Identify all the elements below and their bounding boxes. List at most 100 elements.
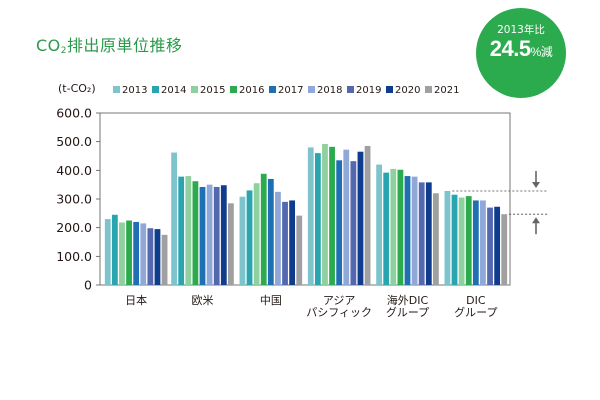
bar: [192, 181, 199, 285]
legend-swatch: [230, 86, 237, 93]
legend-label: 2017: [278, 85, 303, 96]
bar: [329, 146, 335, 285]
bar: [220, 185, 227, 285]
legend-swatch: [269, 86, 276, 93]
bar: [133, 221, 140, 285]
bar: [126, 220, 132, 285]
x-tick-label: アジア: [323, 294, 356, 307]
legend-item: 2016: [230, 85, 264, 96]
bar: [336, 160, 343, 285]
bar: [253, 183, 260, 285]
bar: [357, 151, 364, 285]
legend-swatch: [113, 86, 120, 93]
bar: [228, 203, 234, 285]
x-tick-label: DIC: [466, 294, 486, 307]
bar: [296, 215, 303, 285]
legend-item: 2013: [113, 85, 147, 96]
badge-value: 24.5%減: [489, 36, 553, 61]
chart-title: CO2排出原単位推移: [36, 36, 183, 56]
bar: [206, 184, 213, 285]
bar: [260, 173, 267, 285]
y-unit-label: (t-CO₂): [58, 82, 96, 95]
legend-label: 2013: [122, 85, 147, 96]
bar: [104, 219, 111, 285]
bar: [111, 214, 118, 285]
x-tick-label: 欧米: [192, 294, 214, 307]
y-tick-label: 0: [84, 278, 92, 293]
bar: [465, 196, 472, 285]
bar: [501, 214, 508, 285]
x-tick-label: 日本: [125, 293, 147, 307]
bar: [364, 145, 371, 285]
bar: [239, 196, 246, 285]
bar: [178, 176, 185, 285]
bar: [383, 172, 390, 285]
bar: [411, 176, 418, 285]
y-tick-label: 200.0: [56, 220, 92, 235]
legend-swatch: [425, 86, 432, 93]
bar: [307, 147, 314, 285]
legend-swatch: [386, 86, 393, 93]
bar: [404, 176, 411, 285]
bar: [451, 194, 458, 285]
legend-item: 2015: [191, 85, 225, 96]
legend-label: 2020: [395, 85, 420, 96]
bar: [147, 228, 154, 285]
bar: [275, 191, 281, 285]
bar: [433, 193, 439, 285]
bar: [444, 190, 451, 285]
bar: [390, 168, 397, 285]
y-tick-label: 500.0: [56, 134, 92, 149]
x-tick-label: グループ: [454, 305, 497, 319]
bar: [322, 143, 328, 285]
y-tick-label: 400.0: [56, 163, 92, 178]
legend-item: 2017: [269, 85, 303, 96]
legend-item: 2019: [347, 85, 381, 96]
legend-label: 2015: [200, 85, 225, 96]
legend-label: 2021: [434, 85, 459, 96]
legend-item: 2020: [386, 85, 420, 96]
bar: [289, 200, 296, 285]
legend-swatch: [191, 86, 198, 93]
bar: [397, 169, 404, 285]
x-tick-label: グループ: [386, 305, 429, 319]
up-arrow-head: [532, 217, 540, 224]
legend-item: 2018: [308, 85, 342, 96]
bar: [161, 234, 168, 285]
legend-label: 2019: [356, 85, 381, 96]
bar: [171, 152, 177, 285]
legend-swatch: [152, 86, 159, 93]
x-tick-label: 中国: [260, 294, 282, 307]
bar: [376, 164, 382, 285]
bar: [350, 161, 357, 285]
legend-label: 2014: [161, 85, 186, 96]
legend-item: 2021: [425, 85, 459, 96]
bar: [425, 182, 432, 285]
down-arrow-head: [532, 181, 540, 188]
badge-caption: 2013年比: [497, 24, 545, 36]
legend-label: 2016: [239, 85, 264, 96]
bar: [458, 197, 465, 285]
reduction-badge: 2013年比 24.5%減: [476, 8, 566, 98]
y-tick-label: 300.0: [56, 192, 92, 207]
bar: [185, 176, 192, 285]
bar: [418, 182, 425, 285]
bar: [119, 222, 125, 285]
legend-label: 2018: [317, 85, 342, 96]
bar: [314, 153, 321, 285]
bar: [494, 206, 501, 285]
bar: [213, 186, 220, 285]
bar: [480, 200, 486, 285]
x-tick-label: パシフィック: [306, 306, 372, 319]
bar: [199, 186, 206, 285]
y-tick-label: 100.0: [56, 249, 92, 264]
x-tick-label: 海外DIC: [387, 293, 429, 307]
bar: [282, 201, 288, 285]
bar: [472, 200, 479, 285]
legend-item: 2014: [152, 85, 186, 96]
bar: [154, 229, 161, 285]
bar: [487, 207, 493, 285]
bar: [343, 149, 350, 285]
bar: [246, 190, 253, 285]
